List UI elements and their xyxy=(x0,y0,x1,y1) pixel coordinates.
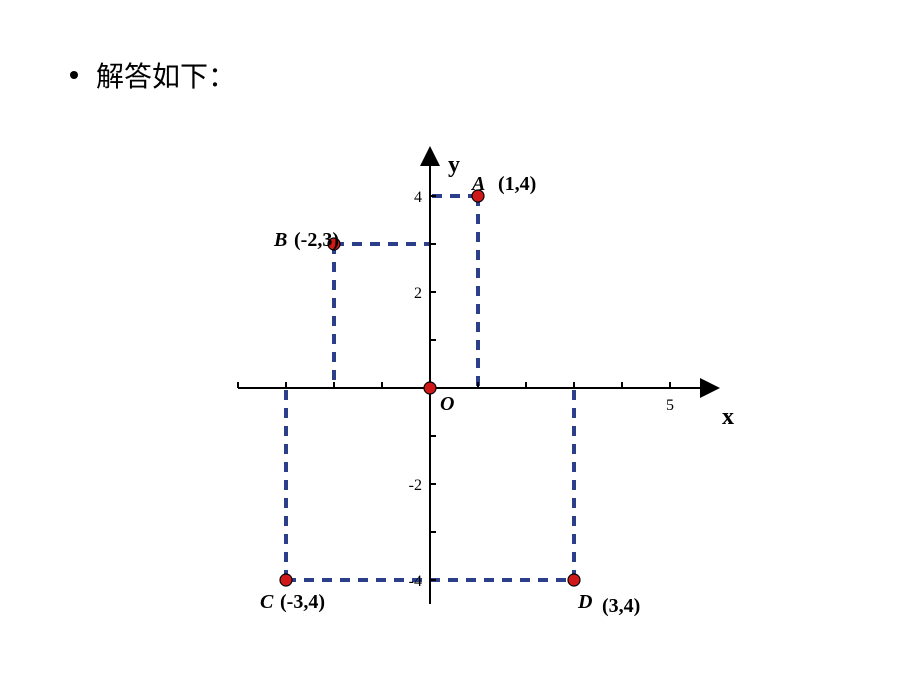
y-axis-label: y xyxy=(448,152,460,178)
point-coord-B: (-2,3) xyxy=(294,229,339,251)
point-label-D: D xyxy=(577,591,592,613)
point-O xyxy=(424,382,436,394)
point-coord-A: (1,4) xyxy=(498,173,536,195)
x-axis-label: x xyxy=(722,404,734,430)
bullet-text: 解答如下： xyxy=(70,55,236,95)
bullet-label: 解答如下： xyxy=(96,55,236,95)
point-label-C: C xyxy=(260,591,274,613)
chart-svg: 5 2 4 -2 -4 Ox yA (1,4) B (-2,3) C (-3,4) D (3,4) xyxy=(165,105,745,635)
svg-text:-4: -4 xyxy=(409,573,422,590)
svg-text:5: 5 xyxy=(666,397,674,414)
point-label-A: A xyxy=(470,173,485,195)
svg-text:4: 4 xyxy=(414,189,422,206)
origin-label: O xyxy=(440,393,454,415)
point-coord-D: (3,4) xyxy=(602,595,640,617)
point-coord-C: (-3,4) xyxy=(280,591,325,613)
svg-text:2: 2 xyxy=(414,285,422,302)
svg-text:-2: -2 xyxy=(409,477,422,494)
coordinate-chart: 5 2 4 -2 -4 Ox yA (1,4) B (-2,3) C (-3,4) D (3,4) xyxy=(165,105,745,635)
point-C xyxy=(280,574,292,586)
point-label-B: B xyxy=(273,229,287,251)
point-D xyxy=(568,574,580,586)
bullet-icon xyxy=(70,71,78,79)
